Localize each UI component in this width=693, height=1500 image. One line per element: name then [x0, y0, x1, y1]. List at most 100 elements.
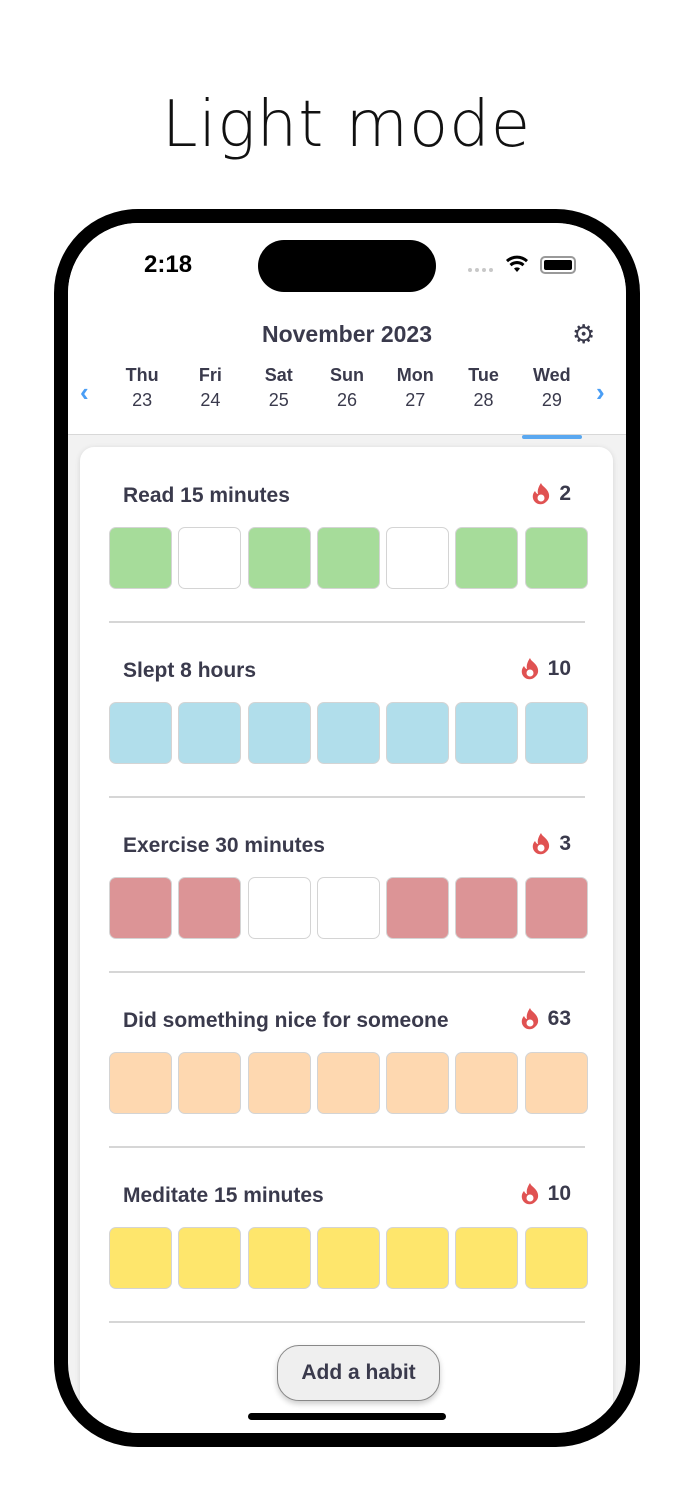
flame-icon [533, 833, 550, 855]
streak-badge: 63 [520, 1007, 571, 1031]
habit-day-cell[interactable] [455, 527, 519, 589]
prev-week-chevron-icon[interactable]: ‹ [80, 377, 89, 407]
day-wed[interactable]: Wed 29 [518, 365, 586, 439]
habit-row: Read 15 minutes 2 [109, 447, 588, 623]
habit-row: Did something nice for someone 63 [109, 972, 588, 1148]
habit-day-cell[interactable] [386, 527, 450, 589]
divider [109, 621, 585, 623]
habit-day-cell[interactable] [524, 1052, 588, 1114]
wifi-icon [506, 255, 528, 272]
day-name: Sun [329, 365, 364, 385]
habit-day-cell[interactable] [524, 877, 588, 939]
day-name: Fri [198, 365, 222, 385]
streak-count: 63 [547, 1007, 571, 1030]
habit-day-cell[interactable] [386, 877, 450, 939]
divider [109, 1146, 585, 1148]
next-week-chevron-icon[interactable]: › [596, 377, 605, 407]
day-mon[interactable]: Mon 27 [381, 365, 449, 427]
habit-day-cell[interactable] [247, 1052, 311, 1114]
streak-badge: 10 [520, 1182, 571, 1206]
habit-day-cell[interactable] [178, 527, 242, 589]
phone-frame: 2:18 November 2023 ⚙ ‹ › Thu 23 Fri 24 Sat 25… [54, 209, 640, 1447]
habit-row: Slept 8 hours 10 [109, 622, 588, 798]
add-habit-button[interactable]: Add a habit [277, 1345, 440, 1401]
day-name: Sat [264, 365, 293, 385]
streak-count: 10 [547, 657, 571, 680]
habit-row: Exercise 30 minutes 3 [109, 797, 588, 973]
habit-day-cell[interactable] [109, 1052, 172, 1114]
habit-day-cell[interactable] [247, 877, 311, 939]
habit-day-cell[interactable] [178, 1227, 242, 1289]
divider [109, 1321, 585, 1323]
day-strip: Thu 23 Fri 24 Sat 25 Sun 26 Mon 27 Tue 28 Wed 29 [108, 365, 586, 439]
battery-icon [540, 256, 576, 274]
habit-day-cell[interactable] [524, 702, 588, 764]
habit-title[interactable]: Slept 8 hours [123, 659, 257, 682]
flame-icon [533, 483, 550, 505]
habit-day-cell[interactable] [109, 527, 172, 589]
habit-day-cell[interactable] [455, 702, 519, 764]
habit-day-cell[interactable] [316, 877, 380, 939]
day-tue[interactable]: Tue 28 [449, 365, 517, 427]
day-number: 25 [268, 390, 289, 410]
day-sat[interactable]: Sat 25 [245, 365, 313, 427]
habit-day-cell[interactable] [524, 527, 588, 589]
habit-day-cell[interactable] [316, 1052, 380, 1114]
habit-day-cell[interactable] [178, 877, 242, 939]
habit-title[interactable]: Meditate 15 minutes [123, 1184, 324, 1207]
habit-day-cell[interactable] [109, 702, 172, 764]
flame-icon [521, 1183, 538, 1205]
streak-count: 2 [559, 482, 571, 505]
habit-day-cell[interactable] [455, 1227, 519, 1289]
habit-day-cell[interactable] [316, 1227, 380, 1289]
habit-title[interactable]: Read 15 minutes [123, 484, 290, 507]
habit-day-cell[interactable] [109, 1227, 172, 1289]
habit-row: Meditate 15 minutes 10 [109, 1147, 588, 1323]
habit-day-cell[interactable] [247, 1227, 311, 1289]
streak-count: 10 [547, 1182, 571, 1205]
dynamic-island [258, 240, 436, 292]
home-indicator [248, 1413, 446, 1420]
habit-title[interactable]: Exercise 30 minutes [123, 834, 325, 857]
headline: Light mode [161, 88, 532, 162]
habit-day-cell[interactable] [247, 527, 311, 589]
day-name: Mon [396, 365, 434, 385]
habit-day-cell[interactable] [455, 877, 519, 939]
habit-title[interactable]: Did something nice for someone [123, 1009, 449, 1032]
habits-card: Add a habit Read 15 minutes 2 Slept 8 ho… [80, 447, 613, 1433]
streak-badge: 3 [531, 832, 571, 856]
day-number: 28 [473, 390, 494, 410]
habit-day-cell[interactable] [386, 1052, 450, 1114]
flame-icon [521, 1008, 538, 1030]
settings-gear-icon[interactable]: ⚙ [572, 319, 596, 349]
habit-day-cell[interactable] [316, 702, 380, 764]
status-bar: 2:18 [68, 223, 626, 313]
flame-icon [521, 658, 538, 680]
month-title: November 2023 [261, 321, 433, 347]
day-number: 23 [132, 390, 153, 410]
day-fri[interactable]: Fri 24 [176, 365, 244, 427]
week-header: November 2023 ⚙ ‹ › Thu 23 Fri 24 Sat 25 Sun 26… [68, 313, 626, 439]
habit-day-cell[interactable] [386, 1227, 450, 1289]
habit-day-cell[interactable] [455, 1052, 519, 1114]
day-name: Thu [125, 365, 159, 385]
day-sun[interactable]: Sun 26 [313, 365, 381, 427]
habit-day-cell[interactable] [386, 702, 450, 764]
habit-day-cell[interactable] [524, 1227, 588, 1289]
streak-badge: 2 [531, 482, 571, 506]
screen: 2:18 November 2023 ⚙ ‹ › Thu 23 Fri 24 Sat 25… [68, 223, 626, 1433]
day-name: Tue [468, 365, 499, 385]
status-time: 2:18 [144, 251, 193, 278]
divider [109, 796, 585, 798]
habit-day-cell[interactable] [178, 1052, 242, 1114]
habit-day-cell[interactable] [109, 877, 172, 939]
day-number: 26 [336, 390, 357, 410]
habit-day-cell[interactable] [316, 527, 380, 589]
habit-day-cell[interactable] [178, 702, 242, 764]
streak-badge: 10 [520, 657, 571, 681]
day-thu[interactable]: Thu 23 [108, 365, 176, 427]
day-number: 24 [200, 390, 221, 410]
habit-day-cell[interactable] [247, 702, 311, 764]
day-number: 27 [405, 390, 426, 410]
streak-count: 3 [559, 832, 571, 855]
